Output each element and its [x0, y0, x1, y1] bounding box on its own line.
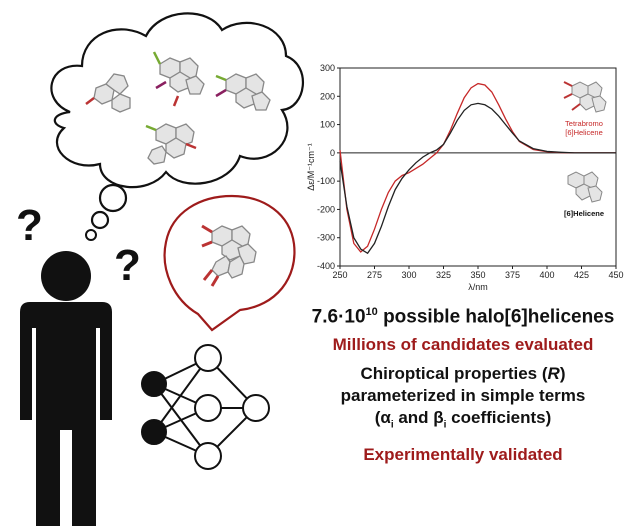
x-tick-label: 275: [367, 270, 382, 280]
y-tick-label: -200: [317, 204, 335, 214]
legend-tetrabromo-line2: [6]Helicene: [565, 128, 603, 137]
chiroptical-close: ): [559, 364, 566, 384]
molecule-icon-2: [152, 51, 205, 107]
y-tick-label: 200: [320, 91, 335, 101]
chiroptical-line-3: (αi and βi coefficients): [288, 407, 638, 436]
y-axis-label: Δε/M⁻¹cm⁻¹: [306, 143, 316, 191]
plot-frame: [339, 67, 617, 267]
legend-helicene: [6]Helicene: [564, 209, 604, 218]
molecule-icon-5: [201, 224, 257, 287]
molecule-icon-legend-helicene: [567, 171, 603, 203]
summary-text-block: 7.6·1010 possible halo[6]helicenes Milli…: [288, 306, 638, 465]
x-tick-label: 400: [539, 270, 554, 280]
thought-bubble-medium: [90, 210, 110, 230]
chiroptical-description: Chiroptical properties (R) parameterized…: [288, 363, 638, 436]
count-suffix: possible halo[6]helicenes: [377, 306, 615, 328]
beta-subscript: i: [443, 419, 447, 431]
thought-bubble-small: [85, 229, 97, 241]
x-tick-label: 250: [332, 270, 347, 280]
x-tick-label: 350: [470, 270, 485, 280]
x-tick-label: 300: [401, 270, 416, 280]
molecule-icon-4: [145, 123, 197, 165]
experimentally-validated: Experimentally validated: [363, 444, 563, 464]
count-mantissa: 7.6·10: [311, 306, 366, 328]
x-axis-label: λ/nm: [468, 282, 488, 292]
series-lines: [339, 82, 616, 255]
y-tick-label: -300: [317, 233, 335, 243]
alpha-subscript: i: [390, 419, 394, 431]
y-tick-label: -400: [317, 261, 335, 271]
chiroptical-prefix: Chiroptical properties (: [360, 364, 548, 384]
question-mark-left: ?: [16, 201, 43, 250]
chiroptical-variable: R: [547, 364, 560, 384]
possible-helicenes-count: 7.6·1010 possible halo[6]helicenes: [288, 306, 638, 328]
molecule-icon-1: [85, 73, 131, 113]
coefficients-text: coefficients): [446, 408, 552, 428]
beta-text: and β: [393, 408, 444, 428]
x-tick-label: 325: [436, 270, 451, 280]
x-tick-label: 450: [608, 270, 623, 280]
x-tick-label: 425: [574, 270, 589, 280]
cd-spectrum-chart: 250 275 300 325 350 375 400 425 450 300 200 100 0 -1…: [306, 63, 624, 292]
y-tick-label: -100: [317, 176, 335, 186]
series-line-helicene: [339, 102, 616, 255]
x-tick-label: 375: [505, 270, 520, 280]
y-tick-label: 300: [320, 63, 335, 73]
y-tick-label: 0: [330, 148, 335, 158]
chiroptical-line-2: parameterized in simple terms: [340, 386, 586, 406]
legend-tetrabromo-line1: Tetrabromo: [565, 119, 603, 128]
candidates-evaluated: Millions of candidates evaluated: [332, 335, 594, 355]
thought-bubble-large: [98, 183, 128, 213]
y-axis-ticks: 300 200 100 0 -100 -200 -300 -400: [317, 63, 340, 271]
person-icon: [20, 251, 112, 526]
alpha-text: (α: [374, 408, 391, 428]
chiroptical-line-1: Chiroptical properties (R): [288, 363, 638, 385]
x-axis-ticks: 250 275 300 325 350 375 400 425 450: [332, 266, 624, 280]
molecule-icon-legend-tetrabromo: [563, 81, 607, 113]
question-mark-right: ?: [114, 241, 141, 290]
y-tick-label: 100: [320, 120, 335, 130]
neural-network-icon: [141, 344, 270, 470]
count-exponent: 10: [365, 306, 378, 318]
molecule-icon-3: [215, 73, 271, 111]
